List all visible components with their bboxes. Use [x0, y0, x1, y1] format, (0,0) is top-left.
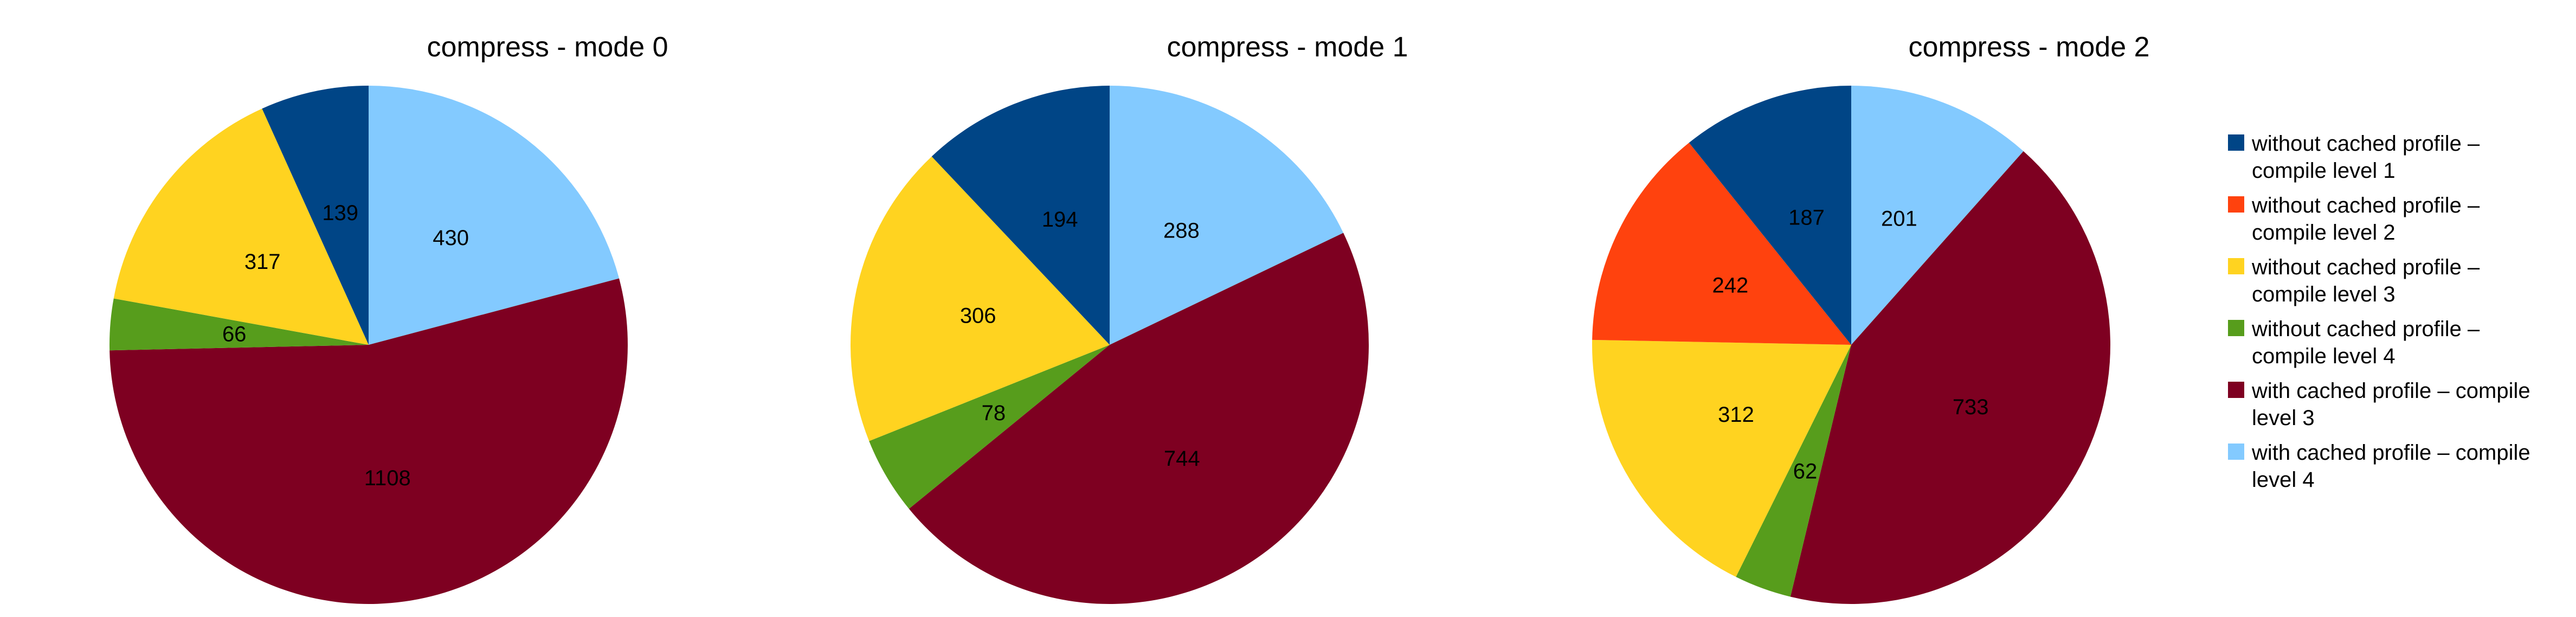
slice-value-label: 62	[1793, 460, 1818, 484]
chart-legend: without cached profile –compile level 1w…	[2228, 132, 2530, 492]
pie-slice-2	[1592, 143, 1851, 345]
slice-value-label: 1108	[364, 466, 411, 490]
pie-slices	[110, 86, 628, 604]
legend-label: compile level 3	[2252, 282, 2395, 306]
legend-label: compile level 4	[2252, 344, 2395, 368]
legend-item: with cached profile – compile level 3	[2228, 379, 2530, 430]
legend-label: without cached profile –	[2251, 255, 2480, 279]
legend-item: without cached profile – compile level 2	[2228, 194, 2480, 245]
pie-slice-5	[1790, 151, 2111, 605]
chart-title: compress - mode 0	[427, 31, 668, 63]
legend-swatch	[2228, 258, 2244, 274]
chart-title: compress - mode 1	[1167, 31, 1408, 63]
slice-value-label: 242	[1712, 273, 1749, 297]
legend-item: with cached profile – compile level 4	[2228, 441, 2530, 492]
slice-value-label: 288	[1163, 219, 1200, 243]
pie-slices	[1592, 86, 2111, 605]
legend-label: without cached profile –	[2251, 132, 2480, 156]
pie-slices	[851, 86, 1369, 605]
pie-slice-labels: 201 733 62 312 242 187	[1712, 206, 1989, 484]
legend-label: level 4	[2252, 468, 2315, 492]
pie-slice-5	[909, 233, 1369, 605]
pie-slice-4	[1736, 345, 1851, 597]
legend-label: without cached profile –	[2251, 194, 2480, 217]
pie-chart-mode-1: compress - mode 1 288 744 78 306 194	[851, 31, 1408, 605]
slice-value-label: 430	[433, 226, 469, 250]
slice-value-label: 744	[1164, 447, 1200, 471]
legend-item: without cached profile – compile level 1	[2228, 132, 2480, 183]
pie-slice-4	[869, 345, 1110, 509]
chart-title: compress - mode 2	[1908, 31, 2149, 63]
legend-item: without cached profile – compile level 3	[2228, 255, 2480, 306]
legend-swatch	[2228, 196, 2244, 213]
slice-value-label: 306	[960, 304, 996, 328]
slice-value-label: 733	[1953, 395, 1989, 419]
slice-value-label: 187	[1788, 206, 1825, 230]
legend-label: level 3	[2252, 406, 2315, 430]
legend-label: compile level 2	[2252, 221, 2395, 245]
pie-slice-6	[1110, 86, 1344, 345]
slice-value-label: 201	[1881, 207, 1917, 231]
slice-value-label: 139	[322, 201, 358, 225]
legend-swatch	[2228, 320, 2244, 336]
legend-label: without cached profile –	[2251, 317, 2480, 341]
pie-slice-3	[1592, 339, 1851, 577]
slice-value-label: 66	[222, 322, 247, 346]
pie-slice-3	[113, 108, 369, 345]
legend-label: compile level 1	[2252, 159, 2395, 183]
legend-label: with cached profile – compile	[2251, 441, 2530, 465]
pie-slice-5	[110, 278, 628, 604]
slice-value-label: 317	[244, 250, 281, 274]
slice-value-label: 78	[982, 401, 1006, 425]
pie-slice-6	[1851, 86, 2024, 345]
legend-label: with cached profile – compile	[2251, 379, 2530, 403]
legend-item: without cached profile – compile level 4	[2228, 317, 2480, 368]
pie-slice-3	[851, 156, 1110, 441]
pie-slice-4	[110, 298, 369, 351]
pie-chart-mode-0: compress - mode 0 430 1108 66 317 139	[110, 31, 668, 604]
pie-slice-labels: 288 744 78 306 194	[960, 208, 1200, 471]
pie-slice-1	[1689, 86, 1851, 345]
legend-swatch	[2228, 134, 2244, 151]
slice-value-label: 312	[1718, 403, 1754, 427]
legend-swatch	[2228, 382, 2244, 398]
legend-swatch	[2228, 444, 2244, 460]
pie-slice-labels: 430 1108 66 317 139	[222, 201, 469, 490]
pie-slice-6	[369, 86, 620, 345]
pie-slice-1	[262, 86, 369, 345]
slice-value-label: 194	[1042, 208, 1078, 232]
pie-chart-mode-2: compress - mode 2 201 733 62 312 242 187	[1592, 31, 2150, 605]
pie-slice-1	[931, 86, 1110, 345]
